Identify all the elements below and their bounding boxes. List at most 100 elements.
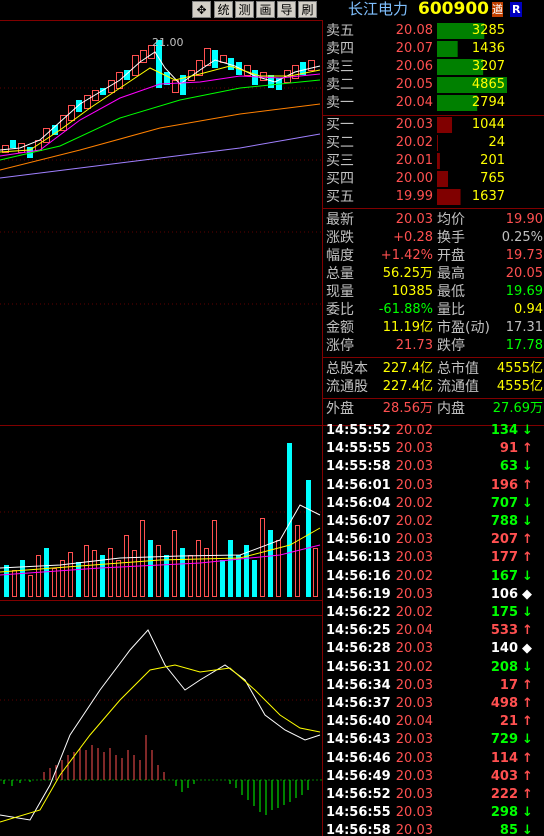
book-volume: 1044: [471, 117, 505, 132]
trade-price: 20.04: [395, 623, 433, 639]
stat-label: 金额: [326, 320, 354, 336]
trade-volume: 134: [490, 423, 518, 438]
trade-direction: ↑: [522, 677, 533, 693]
trade-price: 20.03: [395, 477, 433, 493]
r-button[interactable]: R: [510, 2, 523, 17]
trade-direction: ↑: [522, 714, 533, 730]
toolbar-button[interactable]: 统: [214, 1, 233, 18]
book-volume: 1436: [471, 41, 505, 56]
trade-direction: ↓: [522, 514, 533, 529]
trade-time: 14:56:04: [326, 495, 391, 511]
book-bar: [437, 135, 438, 151]
trade-direction: ↑: [522, 477, 533, 493]
move-button[interactable]: ✥: [192, 1, 211, 18]
stat-value: -61.88%: [378, 302, 433, 317]
trade-price: 20.03: [395, 641, 433, 657]
trade-direction: ↑: [522, 441, 533, 457]
trade-direction: ↓: [522, 823, 533, 836]
stat-label: 总量: [326, 266, 354, 282]
trade-direction: ↓: [522, 805, 533, 821]
toolbar-button[interactable]: 导: [277, 1, 296, 18]
trade-direction: ↓: [522, 605, 533, 620]
trade-direction: ◆: [522, 586, 532, 602]
stat-value: 17.31: [505, 320, 543, 335]
trade-direction: ↓: [522, 495, 533, 511]
capital-label: 流通股: [326, 379, 368, 395]
book-price: 20.08: [395, 23, 433, 38]
trade-price: 20.03: [395, 768, 433, 784]
stat-label: 换手: [437, 230, 465, 246]
toolbar-button[interactable]: 测: [235, 1, 254, 18]
stat-value: +1.42%: [380, 248, 433, 263]
trade-price: 20.04: [395, 714, 433, 730]
trade-price: 20.02: [395, 568, 433, 584]
stat-value: 19.69: [505, 284, 543, 299]
trade-volume: 85: [499, 823, 518, 836]
trade-volume: 63: [499, 459, 518, 475]
capital-value: 4555亿: [496, 361, 543, 376]
trade-time: 14:56:58: [326, 823, 391, 836]
stat-label: 跌停: [437, 338, 465, 354]
trade-time: 14:56:49: [326, 768, 391, 784]
book-bar: [437, 189, 461, 205]
flow-value: 28.56万: [382, 401, 433, 416]
stat-label: 涨停: [326, 338, 354, 354]
trade-price: 20.02: [395, 495, 433, 511]
book-bar: [437, 171, 449, 187]
capital-value: 227.4亿: [382, 361, 433, 376]
stat-value: 21.73: [395, 338, 433, 353]
trade-time: 14:55:58: [326, 459, 391, 475]
book-volume: 1637: [471, 189, 505, 204]
trade-volume: 403: [490, 768, 518, 784]
trade-volume: 21: [499, 714, 518, 730]
stat-value: 19.90: [505, 212, 543, 227]
book-label: 卖二: [326, 77, 354, 93]
book-volume: 3207: [471, 59, 505, 74]
stat-value: 56.25万: [382, 266, 433, 281]
badge: 遒: [492, 2, 503, 17]
toolbar-button[interactable]: 刷: [298, 1, 317, 18]
trade-time: 14:56:25: [326, 623, 391, 639]
book-label: 买一: [326, 117, 354, 133]
stat-label: 均价: [437, 212, 465, 228]
flow-label: 内盘: [437, 401, 465, 417]
capital-label: 总股本: [326, 361, 368, 377]
trade-time: 14:56:16: [326, 568, 391, 584]
trade-direction: ↑: [522, 787, 533, 802]
trade-time: 14:56:46: [326, 750, 391, 766]
trade-direction: ↓: [522, 732, 533, 748]
book-label: 卖五: [326, 23, 354, 39]
stock-code: 600900: [418, 0, 489, 19]
trade-volume: 222: [490, 787, 518, 802]
trade-price: 20.02: [395, 605, 433, 620]
stat-label: 最低: [437, 284, 465, 300]
trade-volume: 208: [490, 659, 518, 675]
trade-price: 20.03: [395, 586, 433, 602]
trade-price: 20.03: [395, 732, 433, 748]
stat-label: 现量: [326, 284, 354, 300]
macd: [0, 629, 322, 823]
book-price: 20.04: [395, 95, 433, 110]
stat-value: 0.94: [514, 302, 543, 317]
stat-value: 10385: [391, 284, 433, 299]
book-label: 买五: [326, 189, 354, 205]
trade-price: 20.03: [395, 805, 433, 821]
stat-label: 开盘: [437, 248, 465, 264]
trade-price: 20.02: [395, 514, 433, 529]
book-price: 20.06: [395, 59, 433, 74]
trade-direction: ↓: [522, 459, 533, 475]
trade-price: 20.03: [395, 696, 433, 711]
book-volume: 4865: [471, 77, 505, 92]
book-bar: [437, 41, 458, 57]
price-label: 21.00: [152, 36, 184, 49]
book-price: 19.99: [395, 189, 433, 204]
toolbar-button[interactable]: 画: [256, 1, 275, 18]
trade-direction: ↑: [522, 696, 533, 711]
book-label: 买三: [326, 153, 354, 169]
trade-volume: 167: [490, 568, 518, 584]
trade-time: 14:56:40: [326, 714, 391, 730]
book-volume: 201: [480, 153, 505, 168]
book-bar: [437, 95, 478, 111]
trade-time: 14:56:22: [326, 605, 391, 620]
